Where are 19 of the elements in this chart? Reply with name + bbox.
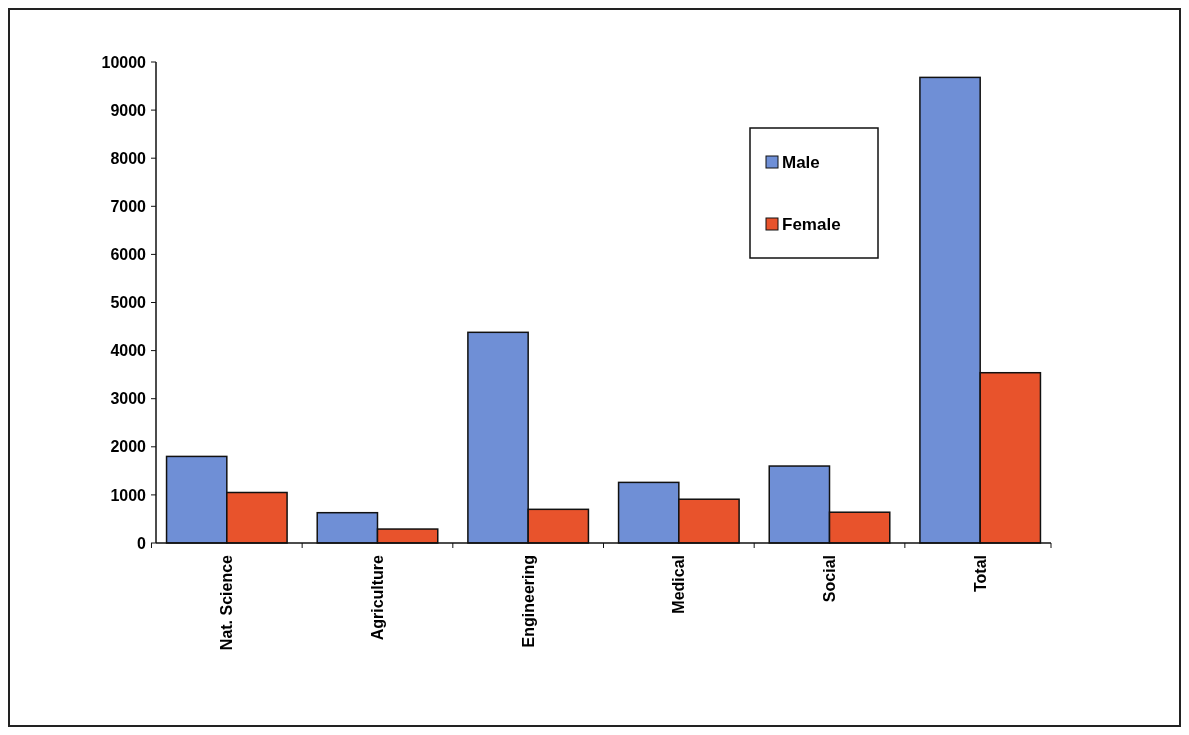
y-tick-label: 7000 — [110, 197, 147, 215]
x-tick-label: Social — [821, 555, 839, 603]
y-tick-label: 0 — [137, 534, 147, 552]
legend-label: Female — [782, 214, 841, 234]
legend-label: Male — [782, 152, 820, 172]
y-tick-label: 8000 — [110, 149, 147, 167]
y-tick-label: 9000 — [110, 101, 147, 119]
x-tick-label: Medical — [670, 555, 688, 614]
x-tick-label: Nat. Science — [218, 554, 236, 651]
y-tick-label: 5000 — [110, 294, 147, 312]
y-tick-label: 2000 — [110, 438, 147, 456]
y-tick-label: 1000 — [110, 486, 147, 504]
x-tick-label: Engineering — [519, 555, 537, 648]
y-tick-label: 4000 — [110, 342, 147, 360]
y-tick-label: 6000 — [110, 246, 147, 263]
x-tick-label: Agriculture — [369, 554, 387, 641]
y-tick-label: 3000 — [110, 390, 147, 408]
y-tick-label: 10000 — [101, 53, 147, 71]
x-tick-label: Total — [971, 555, 989, 593]
